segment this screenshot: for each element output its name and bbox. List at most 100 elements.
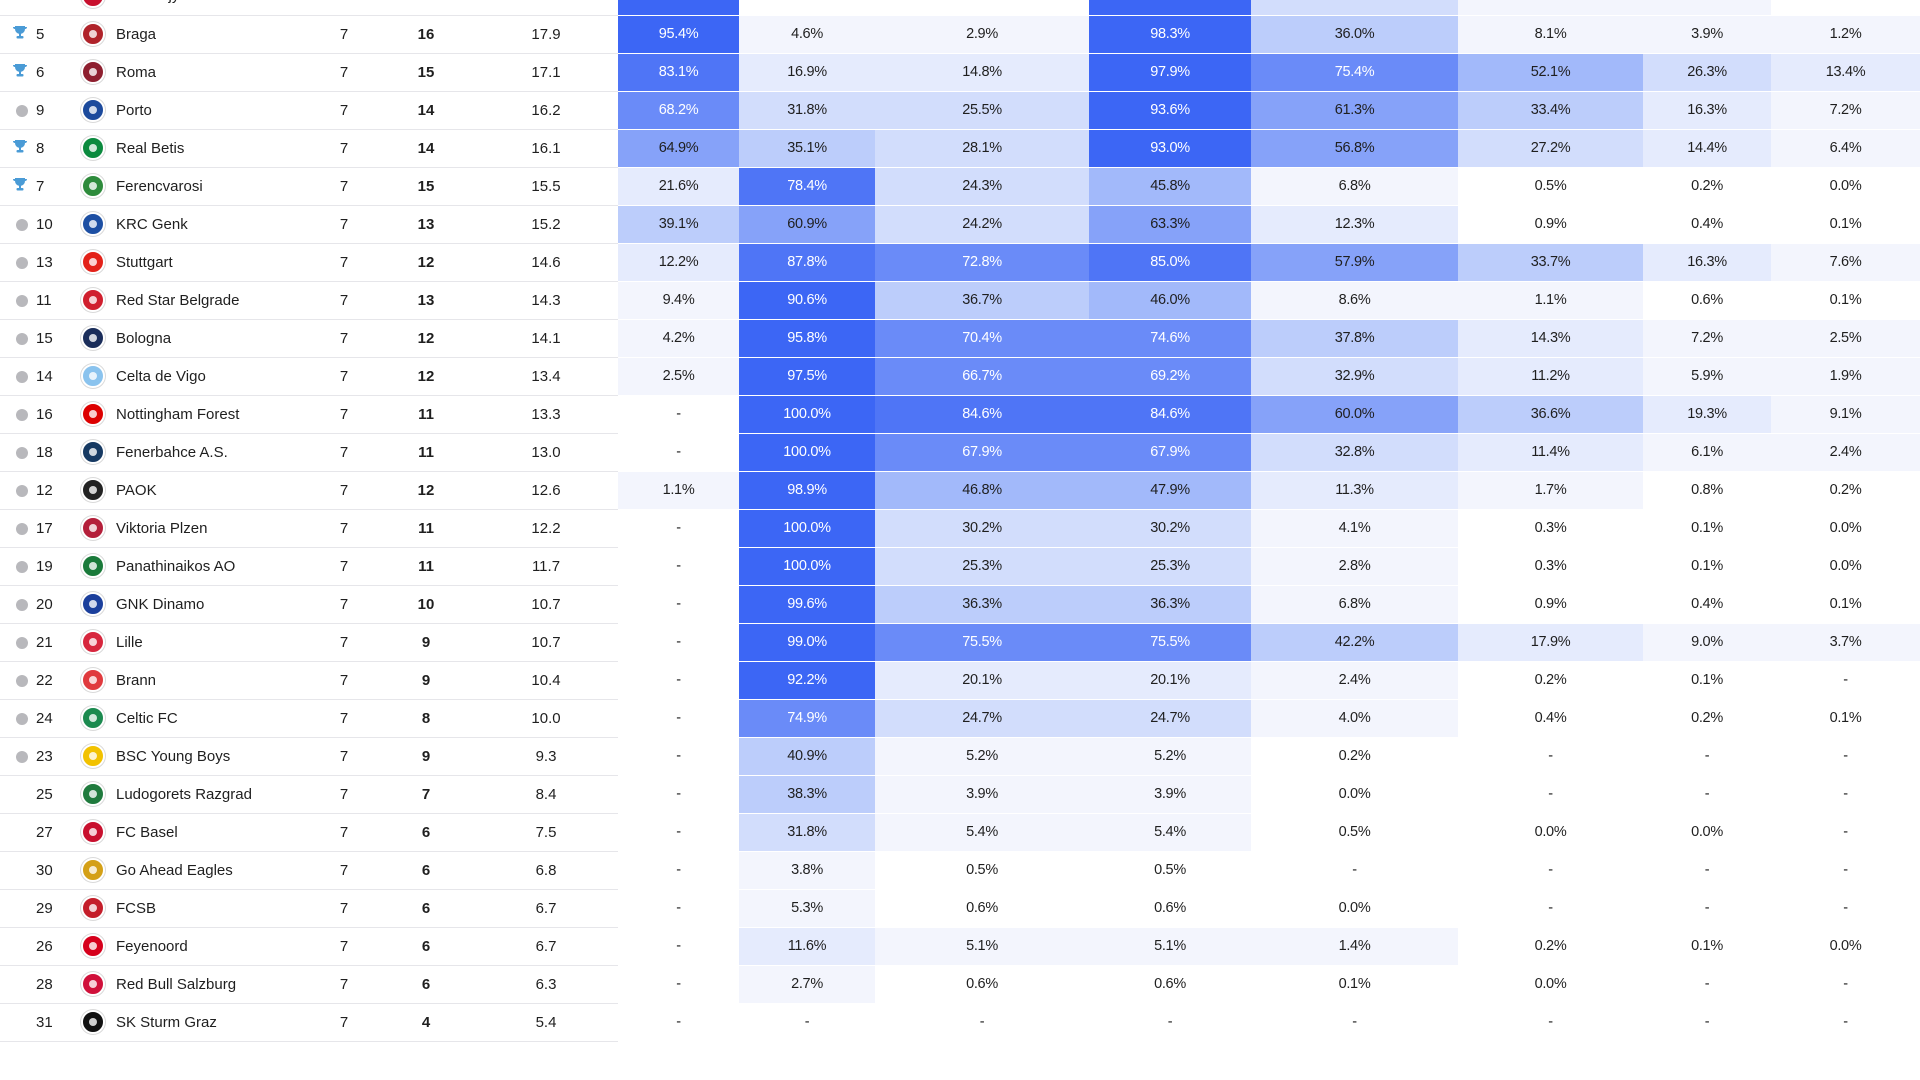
table-row[interactable]: 31 SK Sturm Graz 7 4 5.4- - - - - - - -	[0, 1003, 1920, 1042]
team-name[interactable]: SK Sturm Graz	[116, 1003, 310, 1042]
rank-cell: 26	[30, 927, 70, 966]
probability-cell-p8: 0.1%	[1771, 585, 1920, 624]
probability-cell-p8: 6.4%	[1771, 129, 1920, 168]
table-row[interactable]: 23 BSC Young Boys 7 9 9.3-40.9% 5.2% 5.2% 0.2% -…	[0, 737, 1920, 776]
team-name[interactable]: Red Bull Salzburg	[116, 965, 310, 1004]
team-name[interactable]: Fenerbahce A.S.	[116, 433, 310, 472]
team-name[interactable]: Porto	[116, 91, 310, 130]
probability-cell-p6: 0.2%	[1458, 661, 1643, 700]
probability-cell-p2: 100.0%	[739, 433, 875, 472]
played-cell: 7	[310, 775, 378, 814]
team-name[interactable]: GNK Dinamo	[116, 585, 310, 624]
table-row[interactable]: 28 Red Bull Salzburg 7 6 6.3-2.7% 0.6% 0.6% 0.1…	[0, 965, 1920, 1004]
probability-cell-p5: 0.2%	[1251, 737, 1458, 776]
points-cell: 12	[378, 319, 474, 358]
team-name[interactable]: Celta de Vigo	[116, 357, 310, 396]
probability-cell-p4: 84.6%	[1089, 395, 1251, 434]
table-row[interactable]: 4 FC Midtjylland71618.099.1%0.9%0.4%99.5%…	[0, 0, 1920, 16]
table-row[interactable]: 30 Go Ahead Eagles 7 6 6.8-3.8% 0.5% 0.5% - - - -	[0, 851, 1920, 890]
probability-cell-p4: 0.6%	[1089, 889, 1251, 928]
projected-points-cell: 5.4	[474, 1003, 618, 1042]
table-row[interactable]: 19 Panathinaikos AO 7 11 11.7-100.0% 25.3% 25.…	[0, 547, 1920, 586]
table-row[interactable]: 8 Real Betis 7 14 16.1 64.9% 35.1% 28.1% 93.0% 56…	[0, 129, 1920, 168]
projected-points-cell: 10.7	[474, 585, 618, 624]
team-name[interactable]: KRC Genk	[116, 205, 310, 244]
team-name[interactable]: Viktoria Plzen	[116, 509, 310, 548]
probability-cell-p7: 14.4%	[1643, 129, 1771, 168]
probability-cell-p8: 0.0%	[1771, 927, 1920, 966]
table-row[interactable]: 21 Lille 7 9 10.7-99.0% 75.5% 75.5% 42.2% 17.9% 9…	[0, 623, 1920, 662]
team-name[interactable]: FCSB	[116, 889, 310, 928]
table-row[interactable]: 14 Celta de Vigo 7 12 13.4 2.5% 97.5% 66.7% 69.2…	[0, 357, 1920, 396]
probability-cell-p3: 0.4%	[875, 0, 1089, 16]
table-row[interactable]: 7 Ferencvarosi 7 15 15.5 21.6% 78.4% 24.3% 45.8%…	[0, 167, 1920, 206]
probability-cell-p5: 2.8%	[1251, 547, 1458, 586]
team-name[interactable]: Red Star Belgrade	[116, 281, 310, 320]
table-row[interactable]: 29 FCSB 7 6 6.7-5.3% 0.6% 0.6% 0.0% - - -	[0, 889, 1920, 928]
status-dot-icon	[16, 484, 28, 497]
qualification-indicator	[0, 889, 30, 928]
table-row[interactable]: 11 Red Star Belgrade 7 13 14.3 9.4% 90.6% 36.7%…	[0, 281, 1920, 320]
probability-cell-p1: 12.2%	[618, 243, 739, 282]
team-name[interactable]: Stuttgart	[116, 243, 310, 282]
team-name[interactable]: Roma	[116, 53, 310, 92]
team-name[interactable]: Feyenoord	[116, 927, 310, 966]
qualification-indicator	[0, 699, 30, 738]
table-row[interactable]: 18 Fenerbahce A.S. 7 11 13.0-100.0% 67.9% 67.9…	[0, 433, 1920, 472]
probability-cell-p3: 24.3%	[875, 167, 1089, 206]
table-row[interactable]: 25 Ludogorets Razgrad 7 7 8.4-38.3% 3.9% 3.9% 0…	[0, 775, 1920, 814]
table-row[interactable]: 13 Stuttgart 7 12 14.6 12.2% 87.8% 72.8% 85.0% 57…	[0, 243, 1920, 282]
table-row[interactable]: 26 Feyenoord 7 6 6.7-11.6% 5.1% 5.1% 1.4% 0.2% 0.…	[0, 927, 1920, 966]
played-cell: 7	[310, 243, 378, 282]
probability-cell-p6: 0.0%	[1458, 965, 1643, 1004]
table-row[interactable]: 6 Roma 7 15 17.1 83.1% 16.9% 14.8% 97.9% 75.4% 52.…	[0, 53, 1920, 92]
probability-cell-p2: 40.9%	[739, 737, 875, 776]
team-name[interactable]: Panathinaikos AO	[116, 547, 310, 586]
rank-cell: 27	[30, 813, 70, 852]
team-name[interactable]: Braga	[116, 15, 310, 54]
probability-cell-p4: 98.3%	[1089, 15, 1251, 54]
team-crest-cell	[70, 851, 116, 890]
table-row[interactable]: 24 Celtic FC 7 8 10.0-74.9% 24.7% 24.7% 4.0% 0.4…	[0, 699, 1920, 738]
probability-cell-p5: 1.4%	[1251, 927, 1458, 966]
projected-points-cell: 12.2	[474, 509, 618, 548]
probability-cell-p1: 1.1%	[618, 471, 739, 510]
status-dot-icon	[16, 560, 28, 573]
table-row[interactable]: 10 KRC Genk 7 13 15.2 39.1% 60.9% 24.2% 63.3% 12.…	[0, 205, 1920, 244]
table-row[interactable]: 17 Viktoria Plzen 7 11 12.2-100.0% 30.2% 30.2%…	[0, 509, 1920, 548]
team-name[interactable]: Nottingham Forest	[116, 395, 310, 434]
team-name[interactable]: Celtic FC	[116, 699, 310, 738]
team-name[interactable]: FC Basel	[116, 813, 310, 852]
team-name[interactable]: PAOK	[116, 471, 310, 510]
team-name[interactable]: Brann	[116, 661, 310, 700]
team-name[interactable]: Ludogorets Razgrad	[116, 775, 310, 814]
probability-cell-p1: 4.2%	[618, 319, 739, 358]
table-row[interactable]: 16 Nottingham Forest 7 11 13.3-100.0% 84.6% 84…	[0, 395, 1920, 434]
team-name[interactable]: Go Ahead Eagles	[116, 851, 310, 890]
team-name[interactable]: BSC Young Boys	[116, 737, 310, 776]
team-crest-cell	[70, 623, 116, 662]
table-row[interactable]: 12 PAOK 7 12 12.6 1.1% 98.9% 46.8% 47.9% 11.3% 1.7…	[0, 471, 1920, 510]
rank-cell: 5	[30, 15, 70, 54]
table-row[interactable]: 22 Brann 7 9 10.4-92.2% 20.1% 20.1% 2.4% 0.2% 0.1…	[0, 661, 1920, 700]
qualification-indicator	[0, 53, 30, 92]
probability-cell-p7: -	[1643, 775, 1771, 814]
points-cell: 6	[378, 927, 474, 966]
team-name[interactable]: Real Betis	[116, 129, 310, 168]
table-row[interactable]: 20 GNK Dinamo 7 10 10.7-99.6% 36.3% 36.3% 6.8% 0…	[0, 585, 1920, 624]
team-name[interactable]: Ferencvarosi	[116, 167, 310, 206]
points-cell: 11	[378, 433, 474, 472]
played-cell: 7	[310, 433, 378, 472]
table-row[interactable]: 27 FC Basel 7 6 7.5-31.8% 5.4% 5.4% 0.5% 0.0% 0.0…	[0, 813, 1920, 852]
table-row[interactable]: 9 Porto 7 14 16.2 68.2% 31.8% 25.5% 93.6% 61.3% 33…	[0, 91, 1920, 130]
probability-cell-p2: 100.0%	[739, 395, 875, 434]
probability-cell-p3: 84.6%	[875, 395, 1089, 434]
table-row[interactable]: 5 Braga 7 16 17.9 95.4% 4.6% 2.9% 98.3% 36.0% 8.1%…	[0, 15, 1920, 54]
probability-cell-p7: 0.1%	[1643, 509, 1771, 548]
team-crest-cell	[70, 1003, 116, 1042]
team-name[interactable]: Bologna	[116, 319, 310, 358]
probability-cell-p5: 36.0%	[1251, 15, 1458, 54]
table-row[interactable]: 15 Bologna 7 12 14.1 4.2% 95.8% 70.4% 74.6% 37.8%…	[0, 319, 1920, 358]
team-name[interactable]: Lille	[116, 623, 310, 662]
team-name[interactable]: FC Midtjylland	[116, 0, 310, 16]
